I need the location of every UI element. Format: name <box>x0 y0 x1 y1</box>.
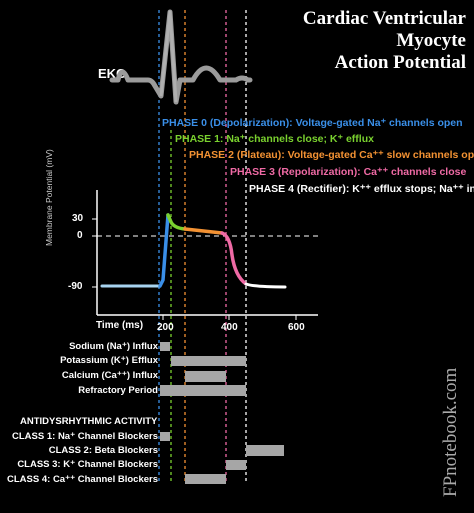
class3-label: CLASS 3: K⁺ Channel Blockers <box>17 459 158 470</box>
phase0-text: PHASE 0 (Depolarization): Voltage-gated … <box>162 117 463 129</box>
x-tick-label-200: 200 <box>157 322 174 333</box>
potassium-efflux-label: Potassium (K⁺) Efflux <box>60 355 158 366</box>
x-tick-label-600: 600 <box>288 322 305 333</box>
ap-phase3-repolarization <box>220 231 248 286</box>
class1-bar <box>160 432 170 441</box>
class1-label: CLASS 1: Na⁺ Channel Blockers <box>12 431 158 442</box>
phase2-text: PHASE 2 (Plateau): Voltage-gated Ca⁺⁺ sl… <box>189 149 474 161</box>
sodium-influx-label: Sodium (Na⁺) Influx <box>69 341 158 352</box>
title-line-1: Cardiac Ventricular <box>302 8 466 29</box>
calcium-influx-label: Calcium (Ca⁺⁺) Influx <box>61 370 158 381</box>
x-axis-label: Time (ms) <box>96 320 144 331</box>
potassium-efflux-bar <box>171 356 246 366</box>
watermark: FPnotebook.com <box>440 367 461 497</box>
x-tick-label-400: 400 <box>221 322 238 333</box>
phase4-text: PHASE 4 (Rectifier): K⁺⁺ efflux stops; N… <box>249 183 474 195</box>
phase1-text: PHASE 1: Na⁺ channels close; K⁺ efflux <box>175 133 374 145</box>
phase3-text: PHASE 3 (Repolarization): Ca⁺⁺ channels … <box>230 166 467 178</box>
refractory-period-bar <box>160 385 246 396</box>
class4-bar <box>185 474 226 484</box>
antidysrhythmic-heading: ANTIDYSRHYTHMIC ACTIVITY <box>20 416 158 427</box>
class2-bar <box>246 445 284 456</box>
refractory-period-label: Refractory Period <box>78 385 158 396</box>
y-tick-label-minus90: -90 <box>68 281 83 292</box>
title-line-2: Myocyte <box>396 30 466 51</box>
ap-phase0-upstroke <box>158 213 170 288</box>
y-axis-label: Membrane Potential (mV) <box>44 149 54 246</box>
title-line-3: Action Potential <box>334 52 466 73</box>
ekg-qrs <box>159 10 178 103</box>
ekg-trace <box>109 9 253 105</box>
y-tick-label-30: 30 <box>72 213 84 224</box>
calcium-influx-bar <box>185 371 226 382</box>
ap-phase1-notch <box>166 213 187 231</box>
ap-phase4-return <box>244 282 287 289</box>
ap-phase2-plateau <box>183 227 224 235</box>
class2-label: CLASS 2: Beta Blockers <box>48 445 158 456</box>
sodium-influx-bar <box>160 342 170 351</box>
y-tick-label-0: 0 <box>77 230 83 241</box>
class3-bar <box>226 460 246 470</box>
class4-label: CLASS 4: Ca⁺⁺ Channel Blockers <box>7 474 158 485</box>
